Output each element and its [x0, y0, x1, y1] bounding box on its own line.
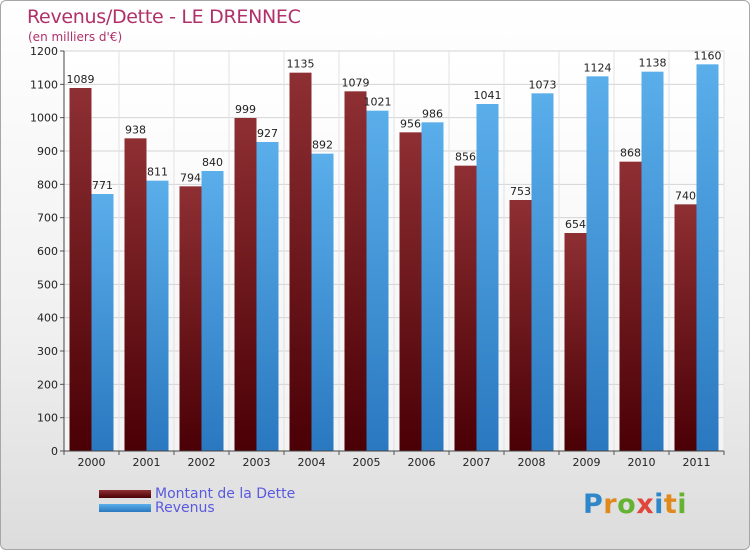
bar-revenue	[531, 93, 554, 451]
bar-revenue	[201, 171, 224, 451]
logo-letter: x	[636, 489, 655, 520]
bar-debt	[69, 88, 92, 451]
legend-swatch-revenue	[99, 504, 151, 512]
data-label-revenue: 1124	[584, 61, 612, 74]
x-tick-label: 2003	[243, 456, 271, 469]
y-tick-label: 200	[37, 378, 58, 391]
logo-letter: P	[583, 489, 604, 520]
legend-swatch-debt	[99, 490, 151, 498]
bar-revenue	[641, 71, 664, 452]
logo-letter: t	[663, 489, 678, 520]
data-label-revenue: 811	[147, 166, 168, 179]
data-label-revenue: 892	[312, 139, 333, 152]
logo-letter: i	[654, 489, 664, 520]
x-tick-label: 2000	[78, 456, 106, 469]
bar-revenue	[311, 153, 334, 451]
logo-letter: o	[617, 489, 637, 520]
x-tick-label: 2004	[298, 456, 326, 469]
y-tick-label: 100	[37, 412, 58, 425]
x-tick-label: 2002	[188, 456, 216, 469]
chart-title: Revenus/Dette - LE DRENNEC	[27, 6, 301, 28]
bar-debt	[399, 132, 422, 452]
y-tick-label: 300	[37, 345, 58, 358]
data-label-revenue: 840	[202, 156, 223, 169]
bar-debt	[289, 72, 312, 452]
bar-debt	[179, 186, 202, 452]
data-label-revenue: 986	[422, 107, 443, 120]
x-tick-label: 2009	[573, 456, 601, 469]
bar-revenue	[696, 64, 719, 452]
bar-revenue	[366, 110, 389, 452]
data-label-revenue: 1138	[639, 57, 667, 70]
bar-debt	[509, 200, 532, 451]
data-label-debt: 999	[235, 103, 256, 116]
x-tick-label: 2006	[408, 456, 436, 469]
data-label-revenue: 771	[92, 179, 113, 192]
data-label-revenue: 1021	[364, 96, 392, 109]
x-tick-label: 2010	[628, 456, 656, 469]
x-tick-label: 2011	[683, 456, 711, 469]
logo-letter: r	[603, 489, 618, 520]
x-tick-label: 2007	[463, 456, 491, 469]
data-label-revenue: 1073	[529, 78, 557, 91]
data-label-debt: 956	[400, 117, 421, 130]
bar-debt	[674, 204, 697, 451]
y-tick-label: 400	[37, 312, 58, 325]
data-label-debt: 753	[510, 185, 531, 198]
data-label-debt: 740	[675, 189, 696, 202]
data-label-revenue: 927	[257, 127, 278, 140]
data-label-debt: 1079	[342, 76, 370, 89]
x-tick-label: 2005	[353, 456, 381, 469]
legend-label-debt: Montant de la Dette	[155, 486, 296, 502]
chart-subtitle: (en milliers d'€)	[28, 30, 123, 44]
y-tick-label: 600	[37, 245, 58, 258]
y-tick-label: 1100	[30, 78, 58, 91]
bar-debt	[619, 161, 642, 451]
data-label-debt: 938	[125, 123, 146, 136]
y-tick-label: 1000	[30, 112, 58, 125]
legend: Montant de la Dette Revenus	[99, 486, 296, 516]
y-tick-label: 700	[37, 212, 58, 225]
bar-revenue	[421, 122, 444, 451]
data-label-revenue: 1160	[694, 49, 722, 62]
data-label-debt: 1089	[67, 73, 95, 86]
bar-revenue	[586, 76, 609, 451]
legend-item-revenue: Revenus	[99, 500, 295, 516]
bar-debt	[454, 165, 477, 451]
bar-debt	[124, 138, 147, 452]
y-tick-label: 800	[37, 178, 58, 191]
bar-revenue	[256, 142, 279, 451]
y-tick-label: 1200	[30, 45, 58, 58]
bar-revenue	[91, 194, 114, 451]
data-label-debt: 1135	[287, 58, 315, 71]
bar-revenue	[146, 180, 169, 451]
logo-letter: i	[677, 489, 688, 520]
x-tick-label: 2001	[133, 456, 161, 469]
legend-label-revenue: Revenus	[155, 500, 215, 516]
data-label-debt: 794	[180, 171, 201, 184]
data-label-revenue: 1041	[474, 89, 502, 102]
y-tick-label: 0	[51, 445, 58, 458]
bar-debt	[344, 91, 367, 451]
bar-revenue	[476, 104, 499, 451]
data-label-debt: 856	[455, 151, 476, 164]
x-tick-label: 2008	[518, 456, 546, 469]
data-label-debt: 654	[565, 218, 586, 231]
y-tick-label: 500	[37, 278, 58, 291]
legend-item-debt: Montant de la Dette	[99, 486, 296, 502]
y-tick-label: 900	[37, 145, 58, 158]
bar-debt	[234, 118, 257, 451]
data-label-debt: 868	[620, 147, 641, 160]
bar-debt	[564, 233, 587, 451]
proxiti-logo: Proxiti	[583, 489, 687, 520]
